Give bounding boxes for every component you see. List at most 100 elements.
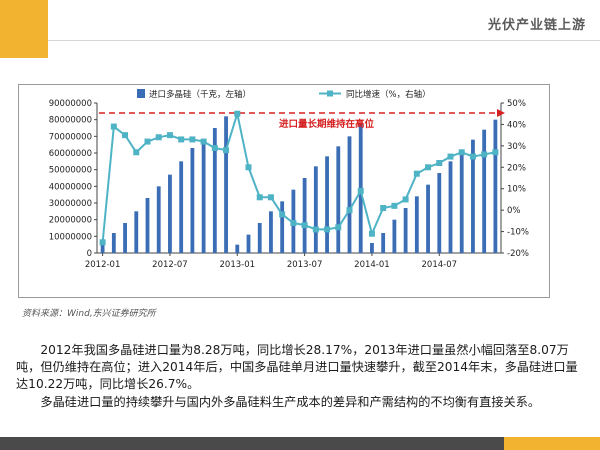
x-tick-label: 2014-01 [354,260,390,270]
growth-rate-marker [324,226,331,233]
annotation-arrowhead [497,109,505,117]
import-volume-bar [437,173,442,253]
page-section-title: 光伏产业链上游 [487,18,586,33]
x-tick-label: 2013-01 [220,260,256,270]
growth-rate-marker [178,136,185,143]
y-left-tick-label: 50000000 [49,166,92,176]
legend-bar-swatch [137,89,145,98]
import-volume-bar [493,119,498,253]
legend-line-label: 同比增速（%，右轴） [346,89,431,100]
growth-rate-marker [155,134,162,141]
import-volume-bar [482,129,487,253]
import-volume-bar [414,196,419,253]
growth-rate-marker [492,149,499,156]
y-left-tick-label: 0 [87,249,92,259]
growth-rate-marker [279,211,286,218]
import-volume-bar [370,243,374,253]
import-volume-bar [168,174,172,253]
growth-rate-marker [368,230,375,237]
growth-rate-marker [391,202,398,209]
import-volume-bar [459,149,464,253]
y-right-tick-label: 20% [507,163,526,173]
growth-rate-marker [256,194,263,201]
import-volume-bar [381,233,386,253]
import-volume-bar [313,166,318,253]
y-right-tick-label: 40% [507,120,526,130]
chart-source-note: 资料来源：Wind,东兴证券研究所 [22,309,156,319]
growth-rate-marker [402,196,409,203]
y-left-tick-label: 40000000 [49,182,92,192]
import-volume-chart: 0 10000000 20000000 30000000 40000000 5000000… [49,89,529,270]
growth-rate-marker [301,222,308,229]
import-volume-bar [235,244,240,253]
growth-rate-marker [335,224,342,231]
import-volume-bar [403,208,408,253]
y-left-tick-label: 20000000 [49,216,92,226]
header-accent-block [0,0,48,58]
annotation-label: 进口量长期维持在高位 [279,118,375,130]
import-volume-bar [426,184,430,253]
growth-rate-marker [144,138,151,145]
y-left-tick-label: 70000000 [49,132,92,142]
x-tick-label: 2014-07 [422,260,458,270]
import-volume-bar [111,233,116,253]
growth-rate-marker [267,194,274,201]
growth-rate-marker [425,164,432,171]
import-volume-bar [134,211,139,253]
footer-bar [0,437,600,450]
growth-rate-marker [189,136,196,143]
import-volume-bar [224,116,228,253]
import-volume-bar [471,139,475,253]
y-right-tick-label: -10% [507,228,529,238]
x-tick-label: 2013-07 [287,260,323,270]
growth-rate-marker [166,132,173,139]
import-volume-bar [156,186,161,253]
growth-rate-marker [211,145,218,151]
growth-rate-marker [122,132,129,139]
footer-accent [504,437,600,450]
y-left-tick-label: 10000000 [49,232,92,242]
growth-rate-marker [99,239,106,246]
growth-rate-marker [380,205,387,211]
growth-rate-marker [413,170,420,177]
import-volume-bar [280,201,285,253]
body-paragraph-1: 2012年我国多晶硅进口量为8.28万吨，同比增长28.17%，2013年进口量… [16,343,578,391]
y-left-tick-label: 90000000 [49,99,92,109]
y-left-tick-label: 30000000 [49,199,92,209]
import-volume-bar [269,211,273,253]
y-right-tick-label: 10% [507,185,526,195]
import-volume-bar [448,161,453,253]
growth-rate-marker [312,226,319,233]
x-tick-label: 2012-01 [85,260,121,270]
legend-line-marker [327,90,333,97]
import-volume-bar [190,148,195,253]
growth-rate-marker [357,187,364,194]
growth-rate-marker [436,160,443,166]
import-volume-bar [100,243,105,253]
import-volume-bar [257,223,262,253]
import-volume-bar [123,223,127,253]
import-volume-bar [179,161,184,253]
growth-rate-marker [290,220,297,226]
import-volume-bar [347,136,352,253]
import-volume-bar [246,234,251,253]
growth-rate-marker [346,207,353,214]
y-right-tick-label: -20% [507,249,529,259]
y-right-tick-label: 50% [507,99,526,109]
y-left-tick-label: 60000000 [49,149,92,159]
header-divider [48,40,600,41]
growth-rate-marker [223,147,230,154]
growth-rate-marker [110,123,117,130]
import-volume-bar [302,178,307,253]
growth-rate-marker [481,151,488,158]
x-tick-label: 2012-07 [152,260,188,270]
body-paragraph-2: 多晶硅进口量的持续攀升与国内外多晶硅料生产成本的差异和产需结构的不均衡有直接关系… [40,395,541,409]
growth-rate-marker [447,153,454,160]
import-volume-bar [212,128,217,253]
y-left-tick-label: 80000000 [49,116,92,126]
growth-rate-line [101,113,496,243]
chart-container: 0 10000000 20000000 30000000 40000000 5000000… [18,84,550,298]
import-volume-bar [145,198,150,253]
import-volume-bar [392,219,397,253]
import-volume-bar [201,139,206,253]
